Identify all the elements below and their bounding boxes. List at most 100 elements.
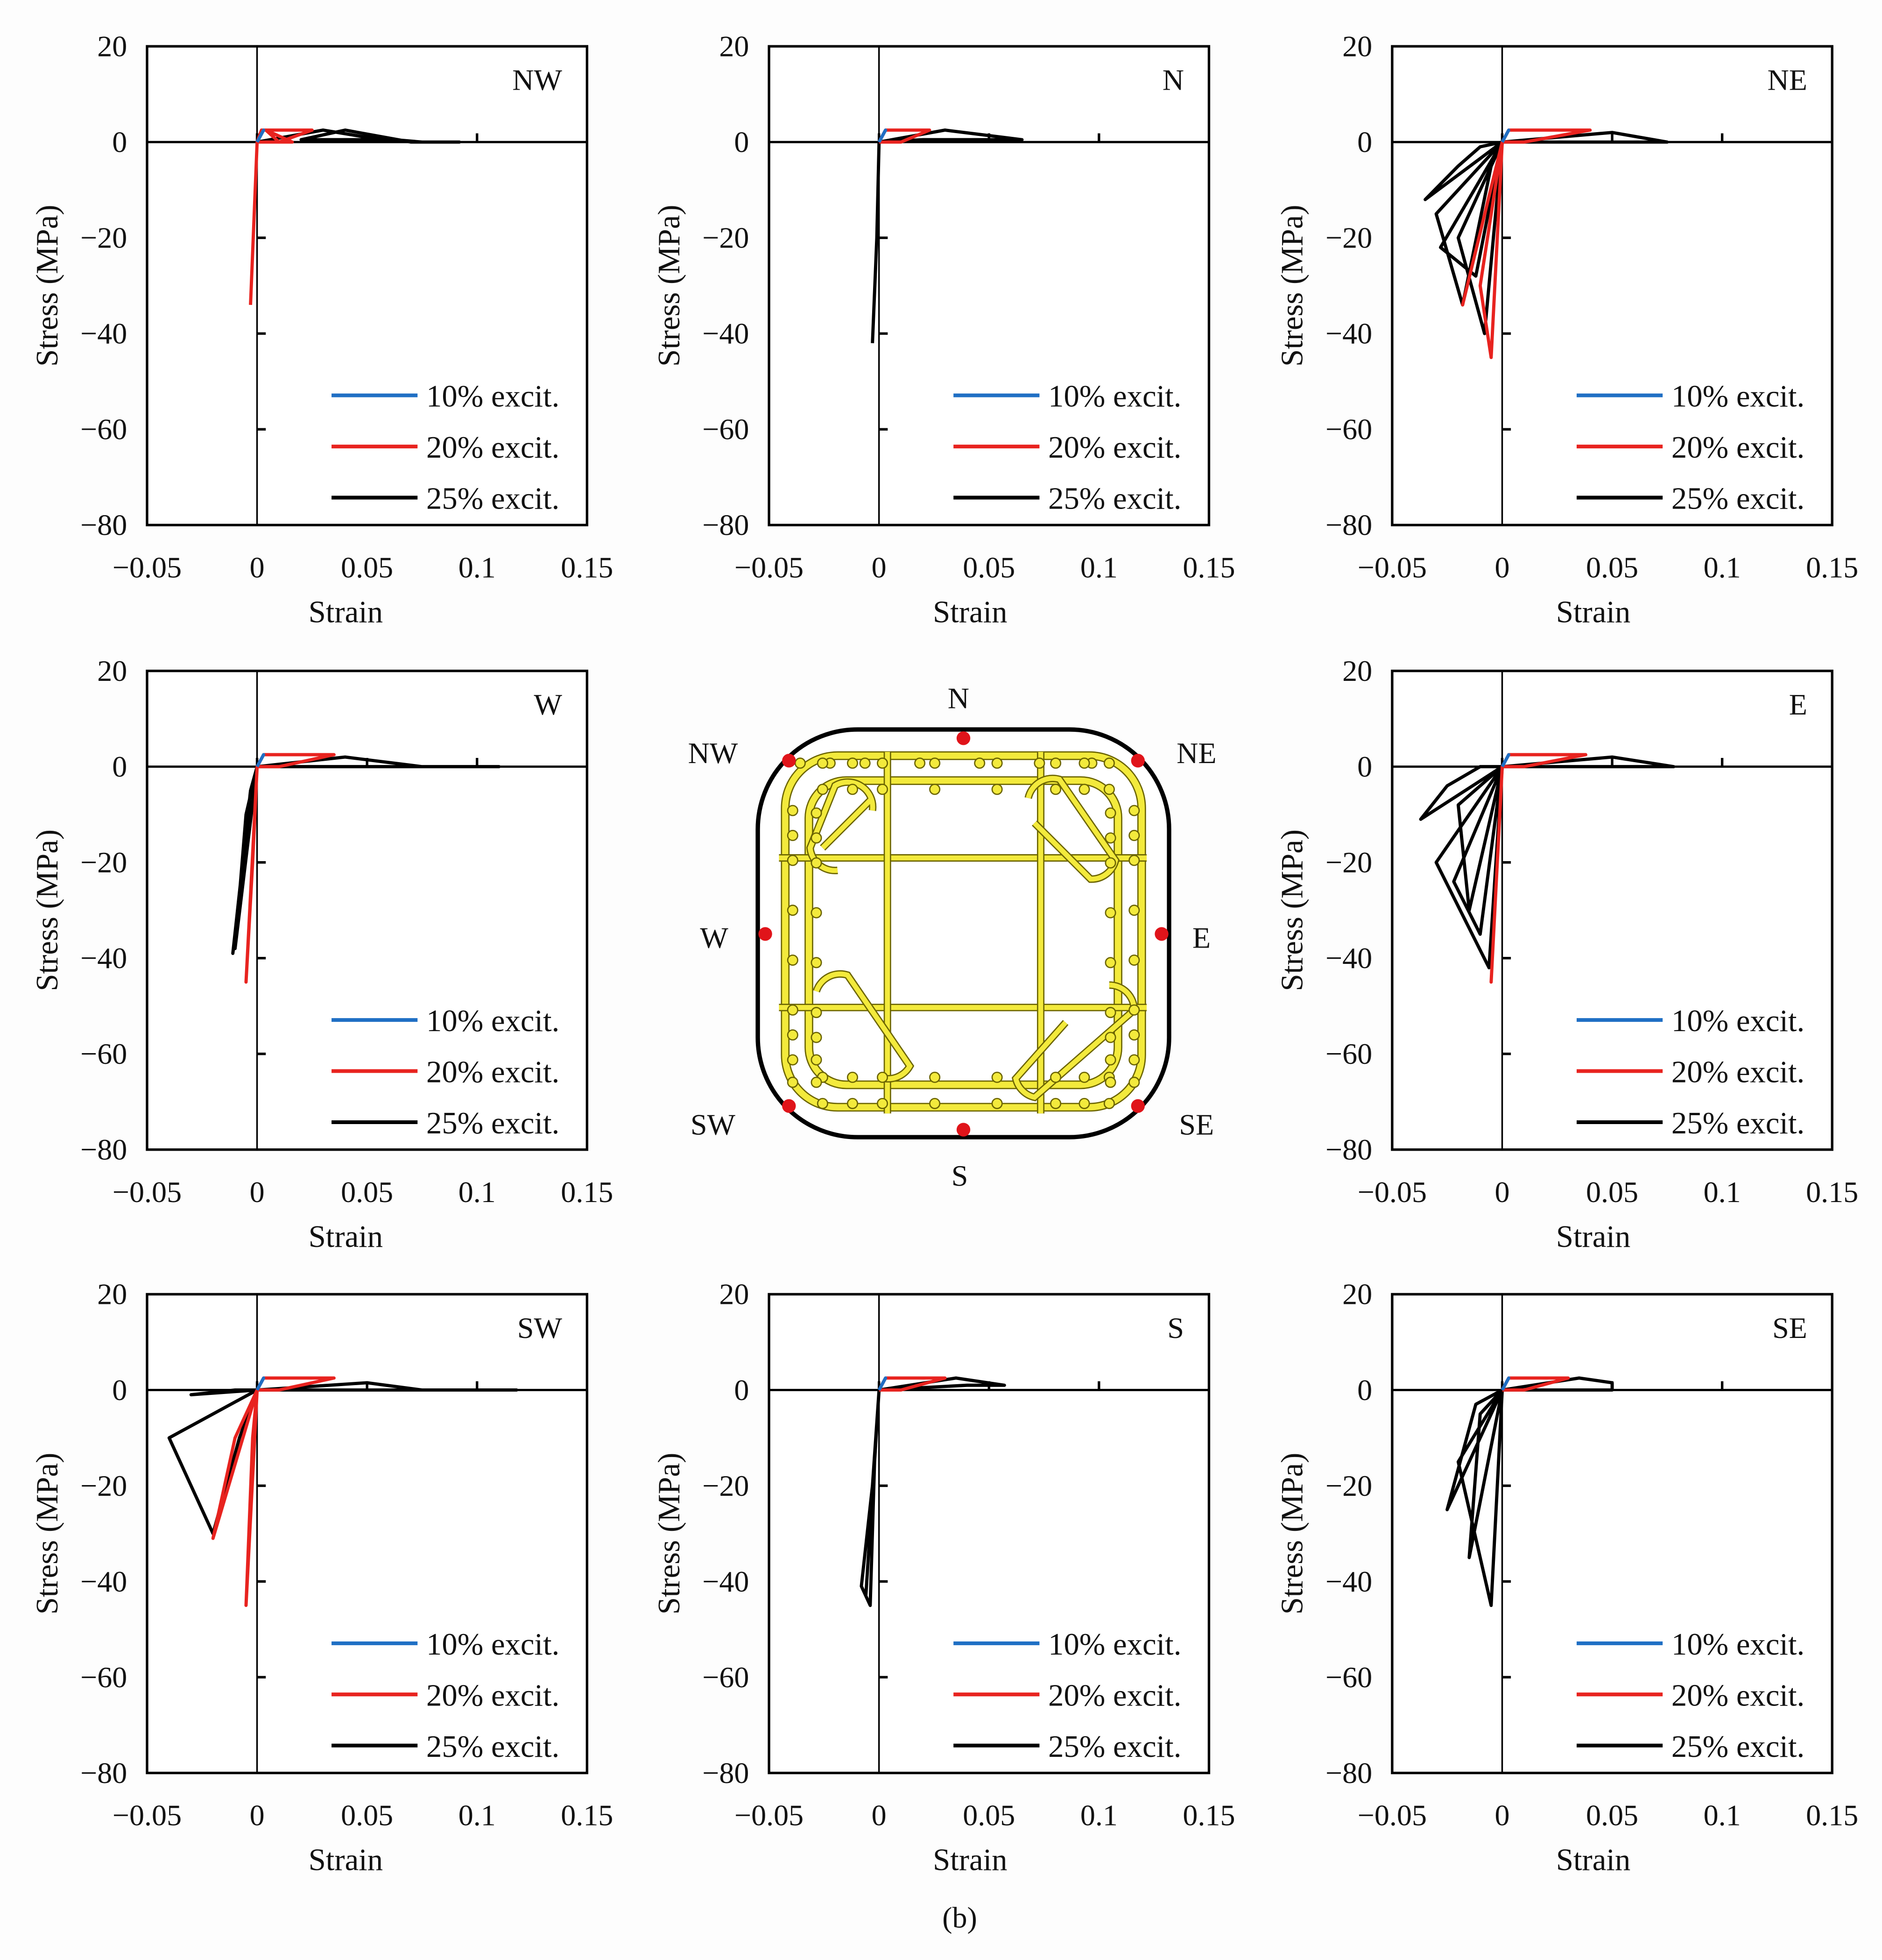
x-tick-label: 0 [250, 1175, 265, 1209]
legend-label: 10% excit. [1671, 1627, 1804, 1662]
y-tick-label: −60 [1325, 1661, 1372, 1694]
longitudinal-bar [991, 1097, 1003, 1109]
strain-gauge-sw [782, 1099, 796, 1113]
y-tick-label: −60 [80, 1661, 127, 1694]
y-tick-label: −20 [702, 1469, 749, 1502]
longitudinal-bar [811, 807, 822, 819]
x-tick-label: −0.05 [1358, 1175, 1427, 1209]
x-axis-label: Strain [1556, 1220, 1630, 1254]
longitudinal-bar [794, 757, 806, 769]
x-tick-label: −0.05 [734, 551, 804, 584]
series-line-25-excit [1445, 1376, 1614, 1607]
inner-hoop [805, 777, 1121, 1088]
figure-caption: (b) [942, 1901, 977, 1934]
x-tick-label: 0 [872, 551, 887, 584]
x-tick-label: 0.05 [1586, 1799, 1638, 1832]
longitudinal-bar [914, 757, 926, 769]
longitudinal-bar [991, 784, 1003, 795]
longitudinal-bar [1050, 757, 1062, 769]
x-tick-label: −0.05 [113, 1799, 182, 1832]
x-tick-label: 0.15 [1183, 551, 1235, 584]
longitudinal-bar [1128, 905, 1140, 916]
chart-panel-ne: −0.05 0 0.05 0.1 0.15 20 0 −20 −40 −60 −80 Strain St… [1276, 30, 1859, 630]
x-axis-label: Strain [933, 1843, 1007, 1877]
x-tick-label: 0.05 [1586, 551, 1638, 584]
y-tick-label: −20 [1325, 1469, 1372, 1502]
y-tick-label: −20 [1325, 221, 1372, 255]
strain-gauge-e [1155, 927, 1169, 941]
y-tick-label: 0 [1357, 750, 1372, 783]
x-tick-label: 0.15 [561, 1799, 613, 1832]
longitudinal-bar [877, 1071, 888, 1083]
legend-label: 20% excit. [426, 1055, 559, 1090]
longitudinal-bar [1105, 832, 1116, 844]
legend-label: 10% excit. [1048, 380, 1181, 414]
x-axis-label: Strain [1556, 1843, 1630, 1877]
legend-label: 20% excit. [1048, 431, 1181, 465]
y-axis-label: Stress (MPa) [652, 205, 686, 367]
longitudinal-bar [811, 857, 822, 869]
series-line-10-excit [877, 1376, 888, 1391]
y-tick-label: 20 [1342, 30, 1372, 63]
longitudinal-bar [1105, 857, 1116, 869]
series-line-25-excit [1419, 755, 1676, 969]
longitudinal-bar [929, 757, 941, 769]
longitudinal-bar [859, 757, 871, 769]
panel-title: SW [517, 1311, 563, 1344]
series-line-10-excit [1501, 1376, 1510, 1391]
series-line-10-excit [255, 753, 266, 768]
longitudinal-bar [1078, 1071, 1090, 1083]
longitudinal-bar [1128, 805, 1140, 816]
y-tick-label: −80 [1325, 1756, 1372, 1790]
y-tick-label: −80 [80, 1133, 127, 1166]
y-tick-label: 20 [97, 30, 127, 63]
longitudinal-bar [1103, 757, 1115, 769]
strain-gauge-nw [782, 754, 796, 768]
longitudinal-bar [1105, 957, 1116, 969]
legend-label: 25% excit. [1048, 482, 1181, 516]
series-line-20-excit [1461, 128, 1592, 359]
x-tick-label: 0.05 [341, 1175, 393, 1209]
series-line-10-excit [255, 128, 266, 143]
series-line-25-excit [231, 755, 501, 955]
y-tick-label: −40 [80, 1565, 127, 1598]
y-tick-label: −20 [702, 221, 749, 255]
direction-label-e: E [1192, 921, 1211, 954]
x-tick-label: 0.1 [458, 551, 496, 584]
x-axis-label: Strain [933, 595, 1007, 630]
longitudinal-bar [1034, 757, 1045, 769]
longitudinal-bar [1105, 1054, 1116, 1066]
y-axis-label: Stress (MPa) [30, 205, 64, 367]
y-tick-label: −20 [80, 846, 127, 879]
longitudinal-bar [1105, 907, 1116, 919]
longitudinal-bar [787, 829, 798, 842]
x-axis-label: Strain [309, 1220, 383, 1254]
y-tick-label: 0 [734, 126, 749, 159]
longitudinal-bar [1128, 1029, 1140, 1041]
x-tick-label: 0.1 [1704, 1175, 1741, 1209]
x-tick-label: 0 [1494, 1175, 1509, 1209]
series-line-10-excit [255, 1376, 266, 1391]
longitudinal-bar [1078, 1097, 1090, 1109]
seismic-hook [1026, 776, 1119, 882]
longitudinal-bar [1128, 1054, 1140, 1066]
direction-label-sw: SW [691, 1108, 736, 1141]
x-tick-label: −0.05 [113, 1175, 182, 1209]
longitudinal-bar [1105, 807, 1116, 819]
chart-panel-w: −0.05 0 0.05 0.1 0.15 20 0 −20 −40 −60 −80 Strain St… [30, 654, 613, 1254]
y-tick-label: 20 [1342, 654, 1372, 687]
legend-label: 10% excit. [1671, 380, 1804, 414]
longitudinal-bar [1128, 855, 1140, 866]
direction-label-ne: NE [1177, 736, 1216, 770]
x-tick-label: 0.05 [341, 551, 393, 584]
legend-label: 20% excit. [1048, 1678, 1181, 1712]
panel-title: N [1163, 64, 1184, 97]
series-line-20-excit [244, 753, 336, 984]
y-tick-label: −60 [1325, 1037, 1372, 1070]
y-tick-label: −40 [80, 941, 127, 975]
panel-title: NE [1767, 64, 1807, 97]
y-tick-label: −60 [1325, 413, 1372, 446]
y-axis-label: Stress (MPa) [1276, 205, 1310, 367]
